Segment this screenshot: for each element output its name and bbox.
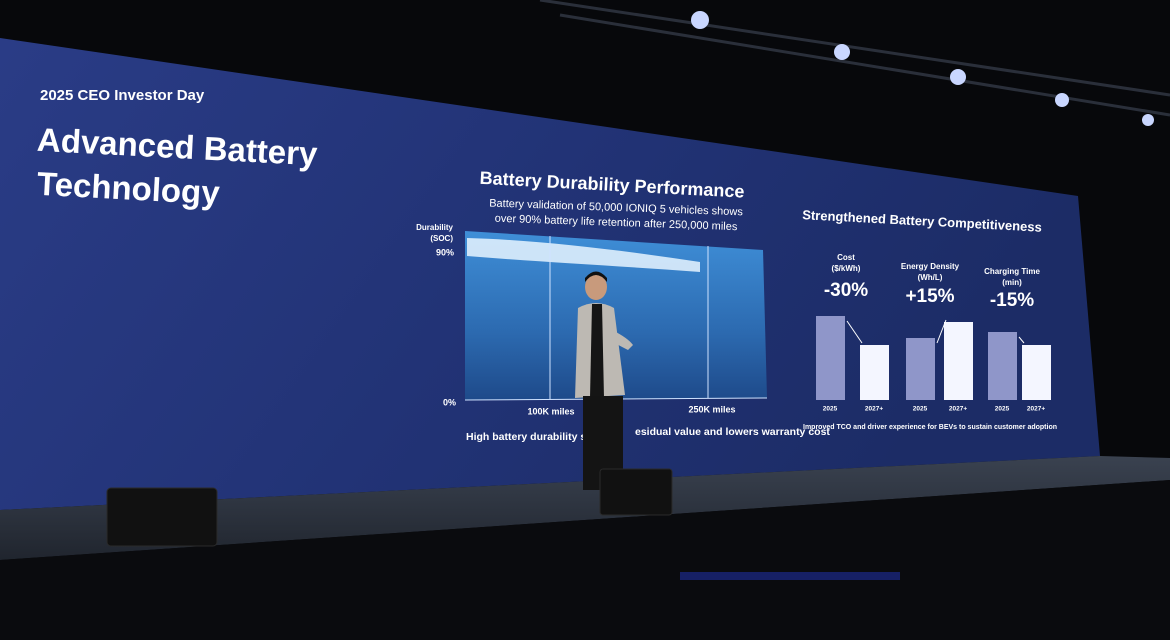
shirt [590,304,604,398]
light [691,11,709,29]
illustrative-bar [906,338,935,400]
arm [610,330,633,350]
light [834,44,850,60]
y-label: 90% [436,247,454,257]
year-label: 2027+ [865,406,883,413]
illustrative-bar [816,316,845,400]
presenter [575,271,633,490]
x-label: 100K miles [527,406,574,416]
illustrative-bar [988,332,1017,400]
metric-change: -15% [990,290,1034,311]
trend-arrow [1018,336,1025,344]
metric-change: -30% [824,280,868,301]
axis-title: Durability [416,223,453,232]
floor-light [680,572,900,580]
y-label: 0% [443,397,456,407]
trend-arrow [936,319,947,344]
light [1055,93,1069,107]
head [585,274,607,300]
metric-label: ($/kWh) [832,264,861,273]
footnote: Improved TCO and driver experience for B… [803,424,1057,431]
metric-change: +15% [905,286,954,307]
metric-label: (min) [1002,278,1022,287]
stage-front [0,480,1170,640]
metric-label: (Wh/L) [918,273,943,282]
stage-floor [0,456,1170,560]
illustrative-bar [860,345,889,400]
trend-arrow [846,320,863,344]
light [950,69,966,85]
speaker [599,468,673,516]
year-label: 2025 [823,406,838,413]
light [1142,114,1154,126]
year-label: 2027+ [1027,406,1045,413]
data-cloud [467,238,700,272]
metric-label: Cost [837,253,855,262]
durability-plot [465,231,767,400]
year-label: 2027+ [949,406,967,413]
metrics: Cost ($/kWh) -30% 2025 2027+ Energy Density (W… [816,253,1051,413]
hair [585,271,607,282]
event-name: 2025 CEO Investor Day [40,87,205,104]
metric-label: Energy Density [901,262,960,271]
metric-label: Charging Time [984,267,1040,276]
year-label: 2025 [913,406,928,413]
year-label: 2025 [995,406,1010,413]
truss-beam [539,0,1170,97]
illustrative-bar [944,322,973,400]
speaker [106,487,218,547]
stage-lights [691,11,1154,126]
caption: esidual value and lowers warranty cost [635,426,830,438]
illustrative-bar [1022,345,1051,400]
x-label: 250K miles [688,404,735,414]
caption: High battery durability su [466,431,593,443]
axis-title: (SOC) [430,234,453,243]
